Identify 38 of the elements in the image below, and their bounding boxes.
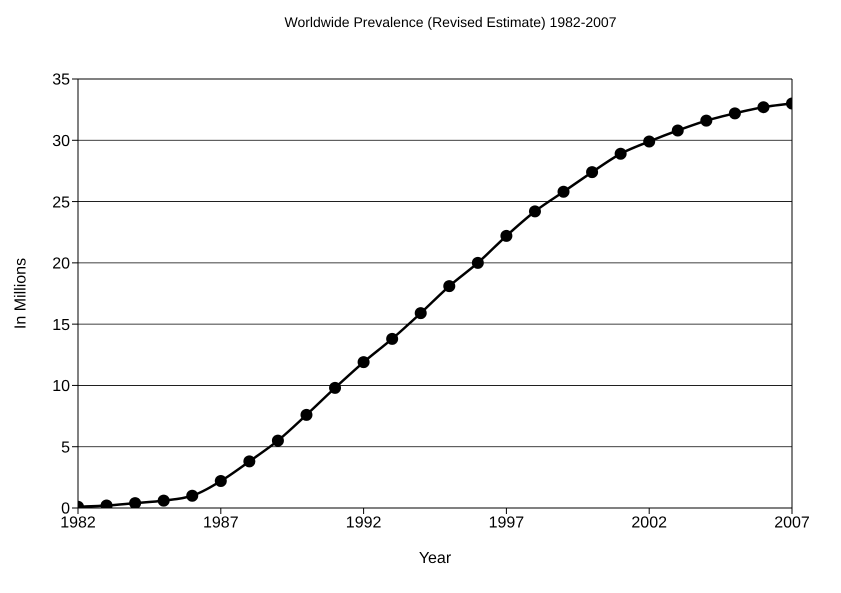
point	[586, 166, 598, 178]
point	[129, 497, 142, 508]
point	[472, 256, 484, 269]
point	[329, 382, 342, 394]
point	[558, 186, 570, 198]
point	[358, 356, 370, 368]
x-tick-label: 2007	[774, 514, 810, 532]
point	[728, 107, 741, 120]
chart-title: Worldwide Prevalence (Revised Estimate) 1982-2007	[283, 13, 618, 32]
y-tick-label: 15	[52, 316, 70, 334]
point	[500, 230, 512, 242]
point	[386, 332, 398, 345]
point	[757, 101, 770, 114]
x-axis-title: Year	[418, 550, 452, 567]
point	[414, 307, 427, 320]
point	[672, 124, 684, 136]
point	[300, 408, 312, 421]
y-axis-title: In Millions	[12, 258, 30, 330]
x-tick-label: 2002	[631, 514, 668, 532]
point	[700, 114, 712, 127]
y-tick-label: 5	[61, 439, 70, 456]
point	[443, 280, 456, 292]
y-tick-label: 10	[52, 378, 70, 396]
point	[214, 475, 227, 488]
point	[614, 148, 627, 160]
point	[186, 490, 198, 502]
point	[528, 205, 541, 218]
y-tick-label: 35	[52, 72, 70, 89]
point	[243, 455, 256, 468]
y-tick-label: 25	[52, 194, 70, 212]
x-tick-label: 1987	[203, 514, 239, 532]
x-tick-label: 1997	[488, 514, 524, 532]
x-tick-label: 1992	[346, 514, 382, 532]
y-tick-label: 20	[52, 256, 70, 273]
point	[643, 136, 656, 148]
y-tick-label: 30	[52, 132, 70, 150]
point	[158, 494, 170, 507]
point	[272, 434, 284, 447]
